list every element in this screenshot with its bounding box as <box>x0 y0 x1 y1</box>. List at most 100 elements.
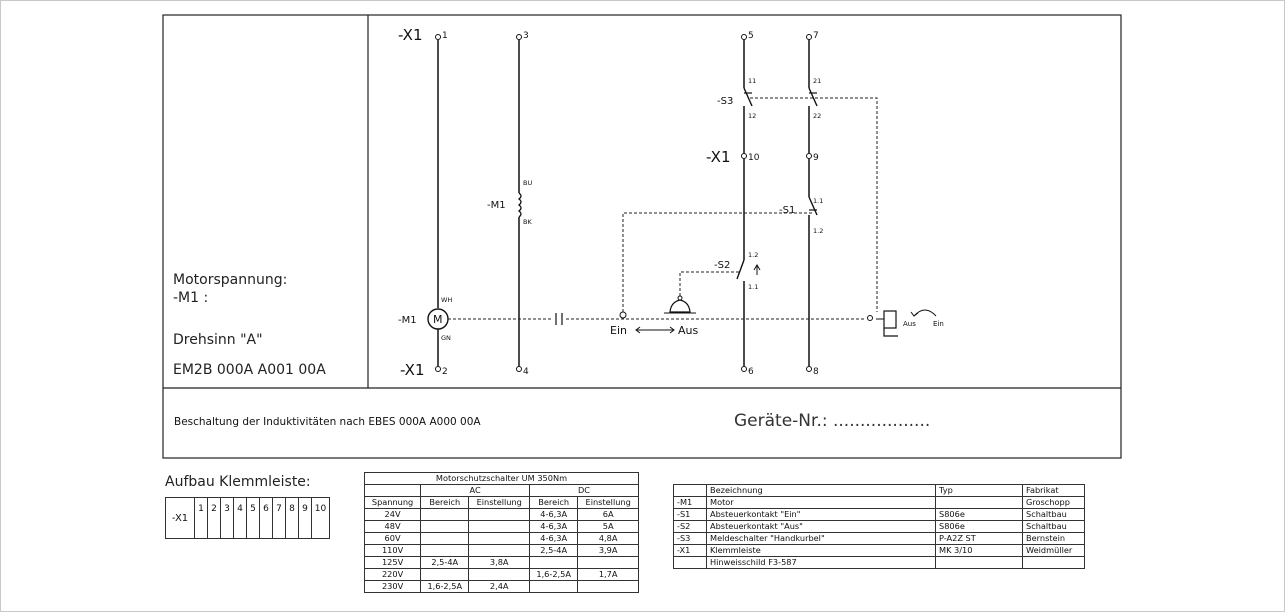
s3-label: -S3 <box>717 96 733 107</box>
bu-label: BU <box>523 179 532 187</box>
table-row: 220V 1,6-2,5A 1,7A <box>363 568 639 581</box>
motorspannung-label: Motorspannung: <box>173 272 288 288</box>
klemmleiste-label: -X1 <box>165 497 195 539</box>
table-cell: Schaltbau <box>1022 508 1085 521</box>
drehsinn-label: Drehsinn "A" <box>173 332 263 348</box>
table-row: 110V 2,5-4A 3,9A <box>363 544 639 557</box>
cam-symbol <box>669 299 691 313</box>
terminal-7 <box>806 34 812 40</box>
motorschutz-title: Motorschutzschalter UM 350Nm <box>364 472 639 485</box>
table-cell <box>420 520 470 533</box>
mechanical-linkage <box>448 97 878 320</box>
s1-label: -S1 <box>779 205 795 216</box>
klemme-cell: 2 <box>208 497 221 539</box>
main-border <box>162 14 1122 459</box>
s2-label: -S2 <box>714 260 730 271</box>
terminal-8 <box>806 366 812 372</box>
terminal-7-label: 7 <box>813 31 819 41</box>
s3-21-label: 21 <box>813 77 821 85</box>
terminal-10 <box>741 153 747 159</box>
crank-pin <box>867 315 873 321</box>
s3-22-label: 22 <box>813 112 821 120</box>
terminal-3-label: 3 <box>523 31 529 41</box>
table-cell <box>420 544 470 557</box>
table-cell: 1,7A <box>577 568 639 581</box>
terminal-9 <box>806 153 812 159</box>
table-cell <box>468 544 531 557</box>
table-cell: Weidmüller <box>1022 544 1085 557</box>
column-header: Bereich <box>529 496 579 509</box>
table-cell: Absteuerkontakt "Aus" <box>706 520 936 533</box>
motor-m: M <box>433 313 443 326</box>
table-cell: 4,8A <box>577 532 639 545</box>
table-row: 60V 4-6,3A 4,8A <box>363 532 639 545</box>
column-header: Bezeichnung <box>706 484 936 497</box>
table-cell <box>935 556 1023 569</box>
terminal-4-label: 4 <box>523 367 529 377</box>
bk-label: BK <box>523 218 532 226</box>
table-cell: 2,4A <box>468 580 531 593</box>
table-cell <box>673 556 707 569</box>
cam-pivot <box>677 295 683 301</box>
column-header: Typ <box>935 484 1023 497</box>
klemme-cell: 6 <box>260 497 273 539</box>
table-cell: 4-6,3A <box>529 520 579 533</box>
table-cell: 5A <box>577 520 639 533</box>
table-cell: Klemmleiste <box>706 544 936 557</box>
table-cell: 1,6-2,5A <box>420 580 470 593</box>
s3-11-label: 11 <box>748 77 756 85</box>
ein-label: Ein <box>610 324 627 337</box>
table-cell: 3,8A <box>468 556 531 569</box>
table-row: -X1 Klemmleiste MK 3/10 Weidmüller <box>673 544 1085 557</box>
table-cell: Groschopp <box>1022 496 1085 509</box>
table-cell: Hinweisschild F3-587 <box>706 556 936 569</box>
table-cell: Bernstein <box>1022 532 1085 545</box>
s3-contact-b-blade <box>808 87 818 107</box>
handle-ein-label: Ein <box>933 320 944 328</box>
m1-voltage-label: -M1 : <box>173 290 209 306</box>
terminal-6 <box>741 366 747 372</box>
terminal-2-label: 2 <box>442 367 448 377</box>
equipment-table: Bezeichnung Typ Fabrikat -M1 Motor Groscho… <box>673 484 1085 569</box>
terminal-3 <box>516 34 522 40</box>
table-cell <box>363 484 422 497</box>
column-header: Einstellung <box>468 496 531 509</box>
crank-handle <box>883 328 898 337</box>
s2-actuator-arrow <box>753 264 761 275</box>
table-cell <box>420 508 470 521</box>
terminal-1 <box>435 34 441 40</box>
table-cell: -M1 <box>673 496 707 509</box>
table-cell: Meldeschalter "Handkurbel" <box>706 532 936 545</box>
table-cell: 2,5-4A <box>420 556 470 569</box>
table-cell <box>468 568 531 581</box>
table-cell: 125V <box>363 556 422 569</box>
klemme-cell: 9 <box>299 497 312 539</box>
table-cell: Absteuerkontakt "Ein" <box>706 508 936 521</box>
table-cell <box>577 580 639 593</box>
table-row: -S2 Absteuerkontakt "Aus" S806e Schaltbau <box>673 520 1085 533</box>
handle-aus-label: Aus <box>903 320 916 328</box>
terminal-6-label: 6 <box>748 367 754 377</box>
table-cell <box>420 532 470 545</box>
table-cell <box>935 496 1023 509</box>
table-row: -S3 Meldeschalter "Handkurbel" P-A2Z ST Ber… <box>673 532 1085 545</box>
table-cell: -S1 <box>673 508 707 521</box>
klemme-cell: 5 <box>247 497 260 539</box>
table-cell <box>420 568 470 581</box>
table-cell: 110V <box>363 544 422 557</box>
drawing-code: EM2B 000A A001 00A <box>173 362 326 378</box>
s2-11-label: 1.1 <box>748 283 758 291</box>
table-cell: -S3 <box>673 532 707 545</box>
table-cell: P-A2Z ST <box>935 532 1023 545</box>
table-row: 230V 1,6-2,5A 2,4A <box>363 580 639 593</box>
table-row: Hinweisschild F3-587 <box>673 556 1085 569</box>
terminal-10-label: 10 <box>748 153 760 163</box>
s3-contact-a-blade <box>743 87 753 107</box>
x1-mid-label: -X1 <box>706 148 731 166</box>
ein-aus-arrow <box>635 326 675 334</box>
x1-top-label: -X1 <box>398 26 423 44</box>
s2-12-label: 1.2 <box>748 251 758 259</box>
klemme-cell: 7 <box>273 497 286 539</box>
table-cell: 4-6,3A <box>529 532 579 545</box>
